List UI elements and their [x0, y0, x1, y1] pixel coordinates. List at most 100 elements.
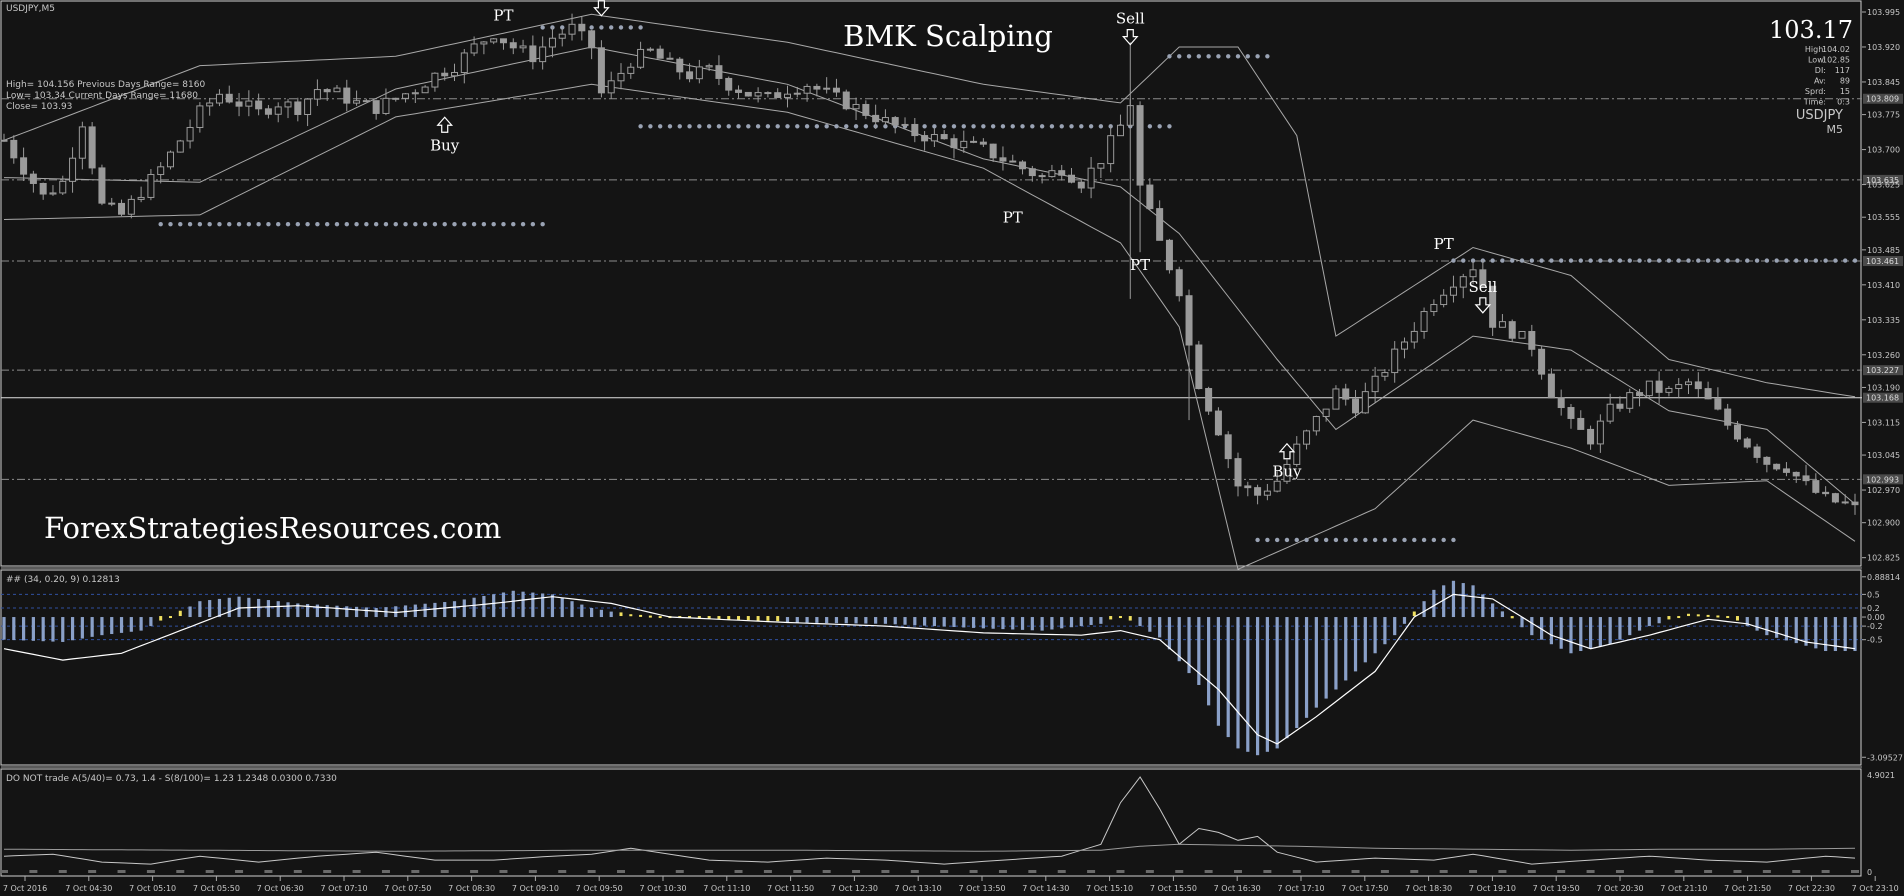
level-tag-label: 102.993 [1866, 475, 1899, 484]
dot [961, 124, 966, 129]
dnt-marker [734, 870, 743, 873]
macd-bar [1481, 594, 1485, 618]
dot [1843, 258, 1848, 263]
x-tick-label: 7 Oct 15:50 [1150, 884, 1197, 893]
candle-body [705, 65, 713, 68]
candle-body [1596, 420, 1604, 445]
signal-annotation: PT [493, 7, 513, 25]
dot [227, 222, 232, 227]
dot [697, 124, 702, 129]
dnt-marker [1292, 870, 1301, 873]
macd-bar [697, 616, 701, 619]
dot [1069, 124, 1074, 129]
macd-bar [874, 617, 878, 624]
main-price-pane[interactable]: 103.809 103.635 103.461 103.227 103.168 102.9… [0, 0, 1903, 570]
macd-bar [1393, 617, 1397, 636]
candle-body [304, 98, 312, 116]
dot [1813, 258, 1819, 263]
dnt-marker [1527, 870, 1536, 873]
bollinger-lower-band [3, 83, 1856, 570]
dnt-marker [969, 870, 978, 873]
y-tick-label: 103.410 [1867, 281, 1900, 290]
candle-body [1489, 285, 1497, 328]
level-tag [1863, 392, 1903, 403]
macd-bar [776, 616, 780, 622]
stat-value: 117 [1835, 66, 1850, 75]
candle-body [392, 97, 400, 100]
candle-body [774, 92, 782, 98]
dot [1490, 258, 1495, 263]
macd-bar [335, 605, 339, 618]
candle-body [1254, 487, 1262, 496]
dnt-marker [1439, 870, 1448, 873]
y-tick-label: 102.970 [1867, 486, 1900, 495]
x-tick-label: 7 Oct 21:50 [1724, 884, 1771, 893]
dot [207, 222, 212, 227]
candle-body [1391, 348, 1399, 374]
dnt-marker [1674, 870, 1683, 873]
macd-bar [1598, 617, 1602, 647]
dot [1470, 258, 1476, 263]
candle-body [813, 85, 821, 90]
macd-bar [1402, 617, 1407, 624]
dnt-marker [264, 870, 273, 873]
macd-y-tick-label: -3.09527 [1867, 753, 1903, 762]
dot [765, 124, 771, 129]
dnt-marker [411, 870, 420, 873]
candle-body [1812, 480, 1820, 493]
donottrade-label: DO NOT trade A(5/40)= 0.73, 1.4 - S(8/10… [6, 774, 337, 784]
candle-body [1244, 485, 1252, 489]
signal-annotation: Sell [593, 0, 610, 17]
candle-body [362, 100, 370, 103]
dot [951, 124, 957, 129]
x-tick-label: 7 Oct 05:10 [129, 884, 176, 893]
candle-body [1322, 408, 1330, 417]
macd-bar [110, 617, 114, 635]
x-tick-label: 7 Oct 07:50 [384, 884, 431, 893]
macd-bar [1510, 616, 1514, 619]
dot [1823, 258, 1828, 263]
candle-body [1753, 446, 1761, 458]
candle-body [1116, 124, 1124, 137]
dot [1382, 537, 1388, 543]
macd-bar [1520, 617, 1524, 628]
macd-bar [1735, 616, 1739, 621]
candle-body [1420, 311, 1428, 332]
candle-body [1371, 375, 1379, 393]
dnt-marker [1851, 870, 1859, 873]
macd-bar [1745, 617, 1749, 627]
dnt-marker [1116, 870, 1125, 873]
level-tag-label: 103.227 [1866, 366, 1899, 375]
signal-annotation: Buy [1272, 442, 1302, 481]
macd-bar [1020, 617, 1025, 630]
dot [844, 124, 849, 129]
x-tick-label: 7 Oct 20:30 [1596, 884, 1643, 893]
signal-annotation: PT [1434, 235, 1454, 253]
candle-body [1175, 269, 1183, 297]
candle-body [1028, 168, 1036, 177]
candle-body [558, 33, 566, 39]
stats-line-3: Close= 103.93 [6, 102, 72, 112]
x-tick-label: 7 Oct 21:10 [1660, 884, 1707, 893]
candle-body [529, 45, 537, 63]
dnt-marker [1733, 870, 1742, 873]
macd-pane[interactable] [1, 580, 1862, 756]
macd-signal-line [3, 593, 1856, 745]
candle-body [764, 92, 772, 95]
y-tick-label: 103.260 [1867, 351, 1900, 360]
dot [285, 222, 291, 227]
macd-bar [1667, 616, 1671, 620]
do-not-trade-pane[interactable] [0, 776, 1859, 873]
candle-body [245, 100, 253, 107]
x-tick-label: 7 Oct 16:30 [1214, 884, 1261, 893]
candle-body [735, 89, 743, 93]
candle-body [353, 100, 361, 104]
dot [1441, 537, 1446, 543]
x-tick-label: 7 Oct 11:10 [703, 884, 750, 893]
dot [1157, 124, 1162, 129]
candle-body [950, 138, 958, 149]
macd-bar [1412, 611, 1416, 617]
candle-body [519, 45, 527, 49]
